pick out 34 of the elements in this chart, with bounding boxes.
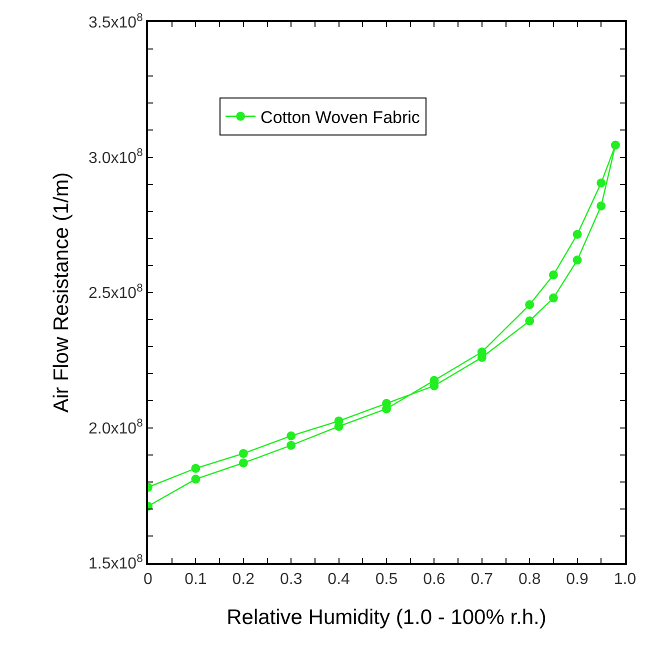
x-tick-label: 0.7 xyxy=(470,571,494,588)
point xyxy=(238,458,248,468)
x-tick-label: 0.4 xyxy=(328,571,350,588)
point xyxy=(525,316,534,326)
x-tick-label: 1.0 xyxy=(614,571,636,588)
x-tick-label: 0.6 xyxy=(423,571,446,588)
y-tick-label: 3.0x10$^{8}$ xyxy=(88,147,143,167)
point xyxy=(191,464,200,473)
x-tick-label: 0.2 xyxy=(232,571,255,588)
point xyxy=(572,230,582,239)
y-tick-label: 1.5x10$^{8}$ xyxy=(88,552,143,573)
y-axis-title: Air Flow Resistance (1/m) xyxy=(50,172,74,413)
point xyxy=(572,256,582,265)
legend-label: Cotton Woven Fabric xyxy=(260,108,420,127)
point xyxy=(596,201,606,210)
point xyxy=(610,140,620,150)
x-tick-label: 0 xyxy=(144,571,153,588)
point xyxy=(286,440,296,450)
point xyxy=(548,270,558,280)
x-tick-label: 0.8 xyxy=(518,571,541,588)
y-tick-label: 2.0x10$^{8}$ xyxy=(88,418,143,438)
point xyxy=(238,448,248,458)
point xyxy=(286,431,296,440)
point xyxy=(191,474,200,484)
x-tick-label: 0.9 xyxy=(566,571,589,588)
y-tick-label: 3.5x10$^{8}$ xyxy=(88,12,143,32)
y-tick-label: 2.5x10$^{8}$ xyxy=(88,282,143,302)
x-tick-label: 0.3 xyxy=(280,571,302,588)
point xyxy=(548,293,558,302)
point xyxy=(525,300,534,310)
point xyxy=(596,178,606,188)
x-axis-title: Relative Humidity (1.0 - 100% r.h.) xyxy=(226,606,546,629)
x-tick-label: 0.1 xyxy=(184,571,207,588)
x-tick-label: 0.5 xyxy=(375,571,398,588)
